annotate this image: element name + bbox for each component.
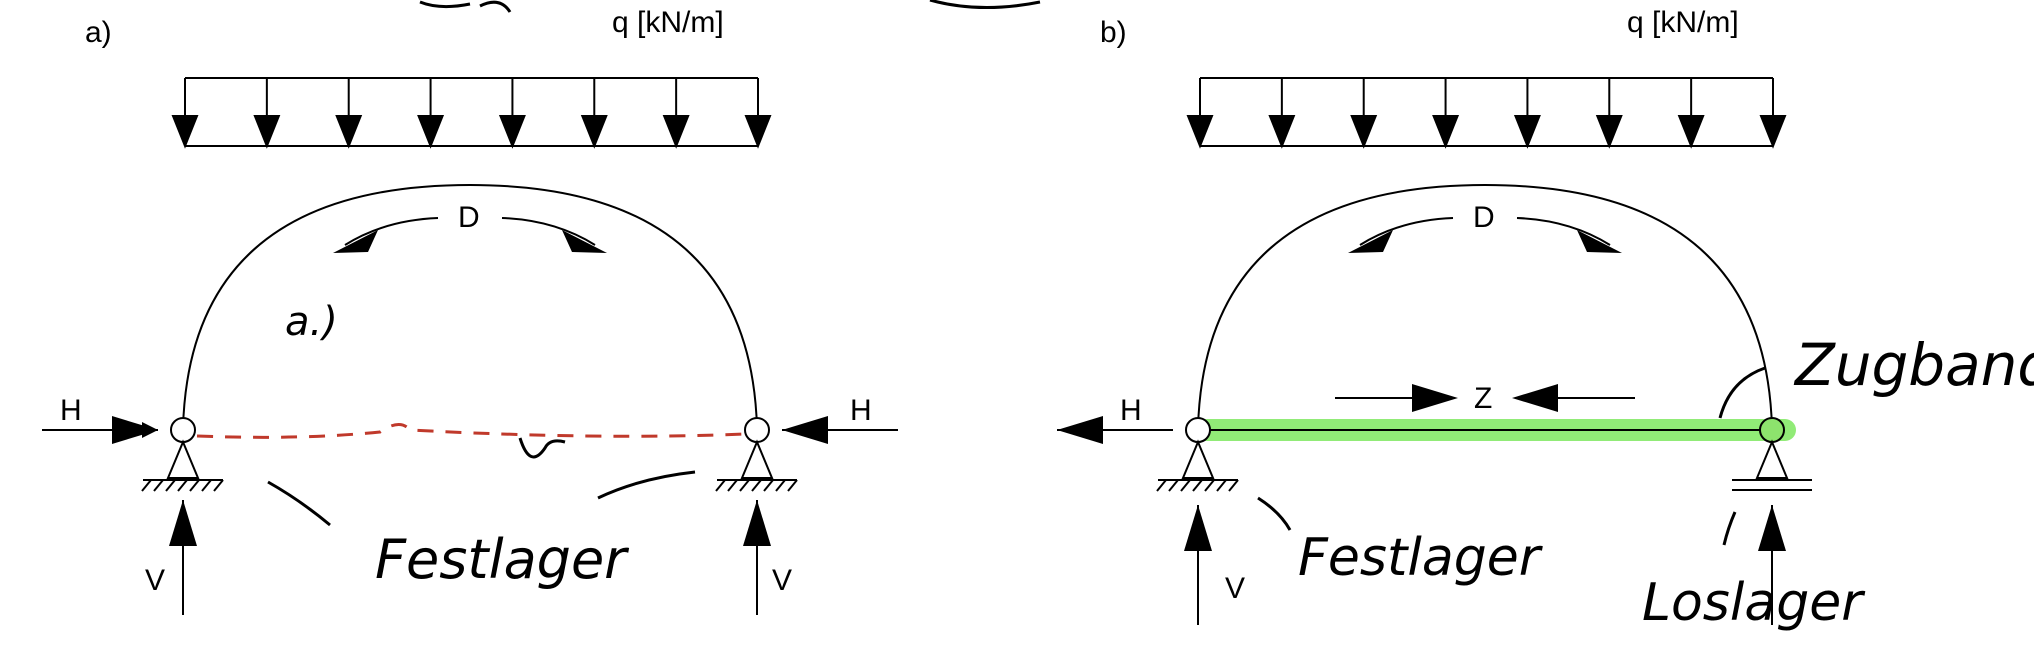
panel-b-handwritten-roller: Loslager xyxy=(1642,573,1866,633)
panel-b-load-arrowhead xyxy=(1350,115,1378,149)
panel-b-handwritten-fixed: Festlager xyxy=(1298,528,1544,588)
panel-b-distributed-load xyxy=(1186,77,1787,149)
panel-a-load-arrowhead xyxy=(662,115,690,149)
panel-b-load-arrowhead xyxy=(1186,115,1214,149)
panel-a-right-hatch-line xyxy=(739,479,750,492)
panel-a-right-v-label: V xyxy=(772,564,792,597)
panel-a-right-hinge xyxy=(744,417,770,443)
panel-a-left-hatch-line xyxy=(189,479,200,492)
panel-b-left-hatch-line xyxy=(1168,479,1179,492)
panel-a-right-hatch-line xyxy=(787,479,798,492)
panel-b-pointer-loslager xyxy=(1722,511,1737,546)
panel-a-pointer-right xyxy=(597,470,696,500)
panel-a-load-arrowhead xyxy=(171,115,199,149)
panel-a-left-v-label: V xyxy=(145,564,165,597)
panel-a-dashed-tie xyxy=(196,423,746,439)
panel-a-compression-arrow-right xyxy=(501,217,596,246)
panel-a-load-label: q [kN/m] xyxy=(612,6,724,39)
panel-a-left-hatch-line xyxy=(141,479,152,492)
panel-b-left-v-label: V xyxy=(1225,572,1245,605)
panel-a-left-hatch-line xyxy=(165,479,176,492)
panel-b-left-hinge xyxy=(1185,417,1211,443)
panel-b-load-arrowhead xyxy=(1595,115,1623,149)
panel-a-left-hatch-line xyxy=(201,479,212,492)
top-scribble xyxy=(419,0,1041,13)
panel-a-right-hatch-line xyxy=(751,479,762,492)
panel-a-left-hinge xyxy=(170,417,196,443)
panel-b-load-arrowhead xyxy=(1759,115,1787,149)
panel-b-right-hinge xyxy=(1759,417,1785,443)
panel-a-right-hatch-line xyxy=(727,479,738,492)
panel-b-load-arrowhead xyxy=(1432,115,1460,149)
panel-a-left-h-label: H xyxy=(60,394,82,427)
panel-a-pointer-left xyxy=(267,480,331,527)
panel-b-right-roller-support xyxy=(1732,439,1812,491)
panel-b-left-h-label: H xyxy=(1120,394,1142,427)
panel-a-compression-arrow-left xyxy=(344,217,439,246)
panel-b-left-hatch-line xyxy=(1180,479,1191,492)
panel-a-left-hatch-line xyxy=(213,479,224,492)
panel-a-arch-force-label: D xyxy=(458,201,480,234)
panel-b-compression-arrow-left xyxy=(1359,217,1454,246)
panel-b-handwritten-tie: Zugband xyxy=(1793,331,2034,399)
panel-a-left-support xyxy=(141,439,224,492)
panel-a-arch xyxy=(182,183,758,429)
panel-b-pointer-festlager xyxy=(1257,496,1292,531)
panel-b-arch xyxy=(1197,183,1773,429)
panel-a-left-hatch-line xyxy=(177,479,188,492)
panel-b-pointer-zugband xyxy=(1718,366,1766,419)
panel-b-compression-arrow-right xyxy=(1516,217,1611,246)
panel-b-load-label: q [kN/m] xyxy=(1627,6,1739,39)
panel-b-tie-force-label: Z xyxy=(1474,382,1492,415)
panel-b-left-hatch-line xyxy=(1228,479,1239,492)
panel-a-handwritten-mark xyxy=(518,437,566,459)
panel-a-load-arrowhead xyxy=(335,115,363,149)
panel-b-load-arrowhead xyxy=(1513,115,1541,149)
panel-a-distributed-load xyxy=(171,77,772,149)
panel-b: b) q [kN/m] D Z xyxy=(1057,6,2034,633)
panel-b-left-hatch-line xyxy=(1192,479,1203,492)
panel-b-left-hatch-line xyxy=(1204,479,1215,492)
panel-a-left-hatch-line xyxy=(153,479,164,492)
panel-b-left-hatch-line xyxy=(1156,479,1167,492)
panel-b-load-arrowhead xyxy=(1677,115,1705,149)
panel-a-right-hatch-line xyxy=(715,479,726,492)
panel-a-handwritten-bearing: Festlager xyxy=(375,528,629,591)
panel-b-left-hatch-line xyxy=(1216,479,1227,492)
panel-a-right-support xyxy=(715,439,798,492)
panel-a-right-hatch-line xyxy=(775,479,786,492)
panel-a-right-hatch-line xyxy=(763,479,774,492)
panel-a-load-arrowhead xyxy=(417,115,445,149)
panel-b-load-arrowhead xyxy=(1268,115,1296,149)
panel-a-load-arrowhead xyxy=(498,115,526,149)
panel-a-load-arrowhead xyxy=(253,115,281,149)
panel-a-label: a) xyxy=(85,16,112,49)
panel-b-left-support xyxy=(1156,439,1239,492)
panel-a-load-arrowhead xyxy=(580,115,608,149)
panel-a-load-arrowhead xyxy=(744,115,772,149)
panel-a: a) q [kN/m] D a.) xyxy=(42,6,898,615)
panel-b-arch-force-label: D xyxy=(1473,201,1495,234)
panel-a-handwritten-note: a.) xyxy=(285,299,338,345)
panel-a-right-h-label: H xyxy=(850,394,872,427)
panel-b-label: b) xyxy=(1100,16,1127,49)
